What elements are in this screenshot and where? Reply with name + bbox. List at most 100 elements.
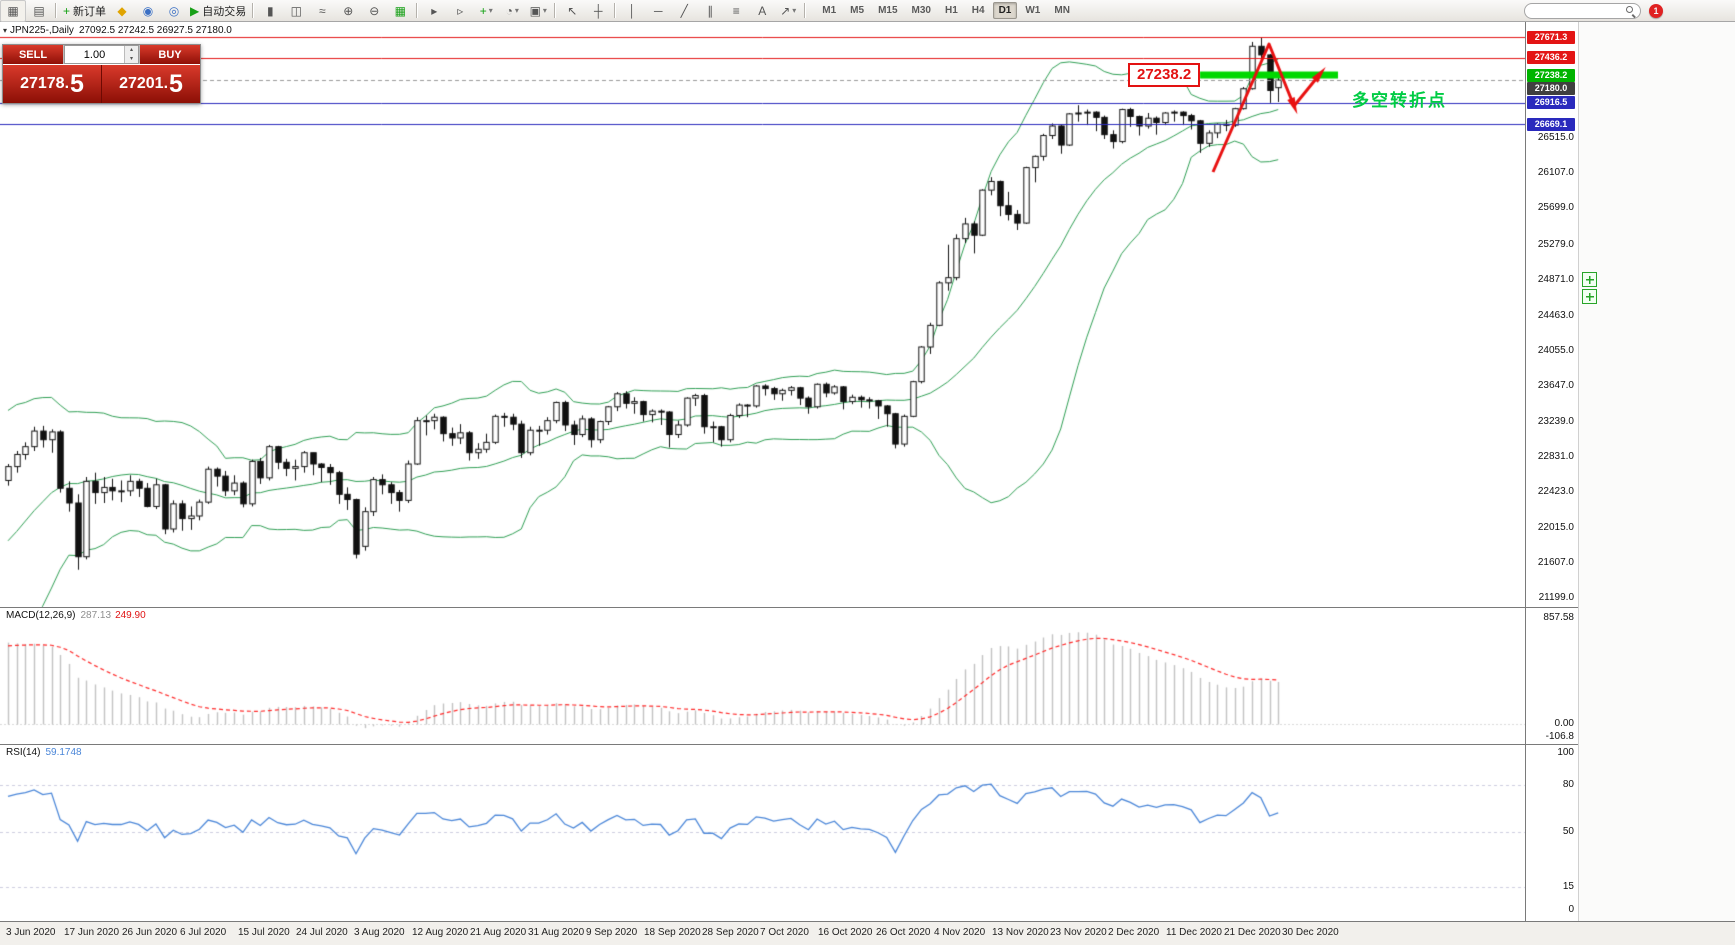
dropdown-arrow-icon: ▾: [542, 6, 547, 15]
search-box[interactable]: [1524, 2, 1641, 19]
time-label: 3 Jun 2020: [6, 927, 56, 938]
cursor-tool-icon-glyph: ↖: [567, 3, 578, 18]
fibonacci-tool-icon-glyph: ≡: [732, 3, 740, 18]
panel-separator[interactable]: [0, 607, 1578, 608]
symbol-ohlc-values: 27092.5 27242.5 26927.5 27180.0: [78, 25, 232, 36]
price-tick: 26515.0: [1537, 131, 1574, 143]
channel-tool-icon[interactable]: ∥: [697, 0, 723, 22]
text-tool-icon[interactable]: A: [749, 0, 775, 22]
sell-price[interactable]: 27178. 5: [3, 65, 102, 103]
autotrading-glyph: ▶: [190, 3, 200, 18]
time-label: 6 Jul 2020: [180, 927, 227, 938]
hline-tool-icon[interactable]: ─: [645, 0, 671, 22]
lot-increase-button[interactable]: ▴: [125, 46, 138, 55]
chart-shift-icon[interactable]: ▹: [447, 0, 473, 22]
zoom-in-glyph: ⊕: [343, 3, 354, 18]
auto-scroll-icon[interactable]: ▸: [421, 0, 447, 22]
new-order-glyph: +: [63, 3, 71, 18]
timeframe-mn[interactable]: MN: [1054, 5, 1070, 16]
buy-price[interactable]: 27201. 5: [102, 65, 200, 103]
vps-icon[interactable]: ◎: [161, 0, 187, 22]
new-order-button[interactable]: + 新订单: [60, 0, 109, 22]
price-tick: 26107.0: [1537, 167, 1574, 179]
lot-decrease-button[interactable]: ▾: [125, 54, 138, 63]
time-label: 31 Aug 2020: [528, 927, 585, 938]
time-label: 16 Oct 2020: [818, 927, 873, 938]
time-label: 17 Jun 2020: [64, 927, 120, 938]
zoom-out-glyph: ⊖: [369, 3, 380, 18]
time-label: 21 Aug 2020: [470, 927, 527, 938]
sell-button[interactable]: SELL: [3, 45, 63, 64]
fibonacci-tool-icon[interactable]: ≡: [723, 0, 749, 22]
indicators-glyph: +: [479, 3, 487, 18]
time-label: 21 Dec 2020: [1224, 927, 1281, 938]
text-tool-icon-glyph: A: [758, 3, 767, 18]
time-label: 2 Dec 2020: [1108, 927, 1160, 938]
price-tick: 24871.0: [1537, 274, 1574, 286]
time-label: 15 Jul 2020: [238, 927, 290, 938]
price-tag: 27436.2: [1527, 51, 1575, 65]
new-order-button-label: 新订单: [73, 5, 107, 18]
buy-price-big-digit: 5: [169, 69, 183, 98]
notification-badge[interactable]: 1: [1649, 3, 1663, 18]
right-dock-area: [1578, 22, 1735, 921]
price-tick: 22423.0: [1537, 486, 1574, 498]
timeframe-h1[interactable]: H1: [944, 5, 958, 16]
vline-tool-icon[interactable]: │: [619, 0, 645, 22]
candles-mode-icon[interactable]: ◫: [283, 0, 309, 22]
price-scale[interactable]: 26515.0 26107.0 25699.0 25279.0 24871.0 24463…: [1525, 22, 1578, 921]
templates-button[interactable]: ▣ ▾: [525, 0, 551, 22]
zoom-out-button[interactable]: ⊖: [361, 0, 387, 22]
panel-separator[interactable]: [0, 744, 1578, 745]
price-level-label[interactable]: 27238.2: [1128, 63, 1201, 88]
timeframe-h4[interactable]: H4: [971, 5, 985, 16]
search-icon[interactable]: [1626, 5, 1636, 16]
buy-button[interactable]: BUY: [140, 45, 200, 64]
dropdown-arrow-icon: ▾: [792, 6, 797, 15]
periods-button[interactable]: ◔ ▾: [499, 0, 525, 22]
search-input[interactable]: [1524, 2, 1641, 19]
lot-size-input[interactable]: [65, 46, 124, 63]
time-label: 23 Nov 2020: [1050, 927, 1107, 938]
chart-canvas[interactable]: [0, 22, 1525, 921]
time-axis[interactable]: 3 Jun 2020 17 Jun 2020 26 Jun 2020 6 Jul 20…: [0, 921, 1735, 945]
rsi-value: 59.1748: [45, 747, 82, 758]
toolbar-items: ▦ ▤ + 新订单 ◆ ◉ ◎ ▶ 自动交易 ▮ ◫ ≈ ⊕ ⊖ ▦ ▸ ▹ + ▾ ◔ ▾ ▣ ▾ ↖ ┼ │ ─ ╱ ∥ ≡ A ↗ ▾: [0, 0, 809, 22]
time-label: 28 Sep 2020: [702, 927, 759, 938]
dock-grid-icon-2[interactable]: [1582, 289, 1597, 304]
chart-window: ▾ JPN225-,Daily 27092.5 27242.5 26927.5 27…: [0, 22, 1735, 945]
timeframe-m5[interactable]: M5: [850, 5, 865, 16]
macd-value: 287.13: [80, 610, 112, 621]
chart-shift-icon-glyph: ▹: [457, 3, 464, 18]
timeframe-d1[interactable]: D1: [992, 2, 1018, 19]
crosshair-tool-icon[interactable]: ┼: [585, 0, 611, 22]
arrows-tool-icon[interactable]: ↗ ▾: [775, 0, 801, 22]
macd-tick: 857.58: [1543, 612, 1574, 624]
timeframe-w1[interactable]: W1: [1025, 5, 1041, 16]
time-label: 24 Jul 2020: [296, 927, 348, 938]
dropdown-arrow-icon: ▾: [488, 6, 493, 15]
autotrading-button[interactable]: ▶ 自动交易: [187, 0, 249, 22]
macd-signal-value: 249.90: [115, 610, 146, 621]
bars-mode-icon[interactable]: ▮: [257, 0, 283, 22]
tile-windows-icon[interactable]: ▦: [387, 0, 413, 22]
signals-icon[interactable]: ◉: [135, 0, 161, 22]
toolbar-right: 1: [1524, 2, 1735, 19]
chart-window-icon[interactable]: ▦: [0, 0, 26, 22]
timeframe-m15[interactable]: M15: [878, 5, 898, 16]
trendline-tool-icon[interactable]: ╱: [671, 0, 697, 22]
price-tick: 22831.0: [1537, 450, 1574, 462]
line-mode-icon[interactable]: ≈: [309, 0, 335, 22]
chart-profile-icon[interactable]: ▤: [26, 0, 52, 22]
rsi-tick: 100: [1557, 747, 1574, 759]
macd-name: MACD(12,26,9): [6, 610, 76, 621]
mql5-market-icon[interactable]: ◆: [109, 0, 135, 22]
dock-grid-icon-1[interactable]: [1582, 272, 1597, 287]
timeframe-m30[interactable]: M30: [911, 5, 931, 16]
zoom-in-button[interactable]: ⊕: [335, 0, 361, 22]
timeframe-m1[interactable]: M1: [822, 5, 837, 16]
indicators-button[interactable]: + ▾: [473, 0, 499, 22]
cursor-tool-icon[interactable]: ↖: [559, 0, 585, 22]
trade-panel-toggle-icon[interactable]: ▾: [3, 26, 8, 35]
rsi-tick: 0: [1568, 904, 1574, 916]
